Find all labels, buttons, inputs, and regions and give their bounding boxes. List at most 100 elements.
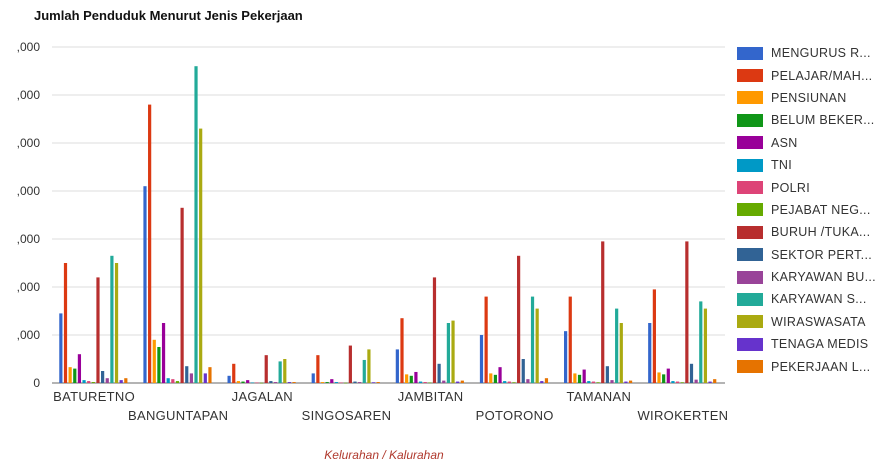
bar bbox=[63, 263, 68, 383]
bar bbox=[250, 382, 254, 384]
bar bbox=[330, 379, 334, 383]
bar bbox=[418, 381, 423, 383]
legend-item: PEJABAT NEG... bbox=[737, 199, 883, 221]
bar bbox=[199, 128, 203, 383]
legend-swatch bbox=[737, 360, 763, 374]
bar bbox=[591, 381, 596, 383]
legend-label: TNI bbox=[771, 158, 793, 173]
bar bbox=[344, 382, 348, 384]
bar bbox=[442, 380, 446, 383]
legend-item: BURUH /TUKA... bbox=[737, 221, 883, 243]
legend-swatch bbox=[737, 181, 763, 195]
legend-item: TNI bbox=[737, 154, 883, 176]
bar bbox=[507, 381, 511, 383]
bar bbox=[114, 263, 119, 383]
bar bbox=[311, 373, 315, 383]
bar bbox=[395, 349, 399, 383]
y-tick-label: ,000 bbox=[17, 328, 41, 342]
legend-swatch bbox=[737, 203, 763, 217]
legend-swatch bbox=[737, 158, 763, 172]
bar bbox=[371, 382, 376, 383]
bar bbox=[264, 355, 268, 383]
bar bbox=[194, 66, 198, 383]
legend-item: PENSIUNAN bbox=[737, 87, 883, 109]
bar bbox=[432, 277, 437, 383]
bar bbox=[353, 381, 357, 383]
legend-label: KARYAWAN S... bbox=[771, 292, 867, 307]
legend-label: BELUM BEKER... bbox=[771, 113, 875, 128]
bar bbox=[666, 368, 670, 383]
y-tick-label: ,000 bbox=[17, 40, 41, 54]
bar bbox=[689, 363, 694, 383]
bar bbox=[236, 381, 240, 383]
legend-label: ASN bbox=[771, 135, 798, 150]
legend-item: SEKTOR PERT... bbox=[737, 244, 883, 266]
bar bbox=[699, 301, 703, 383]
legend-swatch bbox=[737, 315, 763, 329]
legend-swatch bbox=[737, 248, 763, 262]
y-tick-label: ,000 bbox=[17, 232, 41, 246]
legend-label: PEKERJAAN L... bbox=[771, 359, 871, 374]
bar bbox=[166, 378, 170, 383]
bar bbox=[348, 345, 352, 383]
y-tick-label: 0 bbox=[33, 376, 40, 390]
x-tick-label: POTORONO bbox=[476, 408, 554, 423]
bar bbox=[662, 374, 666, 383]
bar bbox=[503, 381, 507, 383]
bar bbox=[680, 382, 684, 383]
bar bbox=[400, 318, 404, 383]
bar bbox=[203, 373, 207, 383]
x-tick-label: TAMANAN bbox=[566, 389, 631, 404]
y-tick-label: ,000 bbox=[17, 88, 41, 102]
bar bbox=[82, 380, 86, 383]
bar bbox=[283, 359, 287, 383]
bar bbox=[512, 382, 516, 383]
legend: MENGURUS R... PELAJAR/MAH... PENSIUNAN BELU… bbox=[737, 42, 883, 378]
bar bbox=[96, 277, 100, 383]
legend-label: TENAGA MEDIS bbox=[771, 337, 869, 352]
bar bbox=[259, 382, 264, 384]
bar bbox=[87, 381, 91, 383]
bar bbox=[161, 323, 166, 383]
bar bbox=[316, 355, 320, 383]
bar bbox=[708, 381, 712, 383]
bar bbox=[610, 380, 614, 383]
legend-item: PEKERJAAN L... bbox=[737, 355, 883, 377]
bar bbox=[334, 382, 339, 383]
bar bbox=[409, 375, 413, 383]
bar bbox=[648, 323, 652, 383]
x-axis-label-text: Kelurahan / Kalurahan bbox=[324, 448, 444, 462]
x-tick-label: BANGUNTAPAN bbox=[128, 408, 228, 423]
legend-item: POLRI bbox=[737, 176, 883, 198]
bar bbox=[479, 335, 484, 383]
y-tick-label: ,000 bbox=[17, 136, 41, 150]
bar bbox=[451, 320, 455, 383]
legend-label: MENGURUS R... bbox=[771, 46, 871, 61]
bar bbox=[110, 255, 114, 383]
bar bbox=[414, 371, 418, 383]
bar bbox=[596, 382, 600, 383]
bar bbox=[605, 366, 609, 383]
bar bbox=[105, 378, 109, 383]
bar bbox=[428, 382, 432, 384]
bar bbox=[91, 382, 95, 383]
legend-label: PENSIUNAN bbox=[771, 90, 847, 105]
bar bbox=[148, 104, 152, 383]
legend-item: KARYAWAN BU... bbox=[737, 266, 883, 288]
bar bbox=[68, 367, 72, 383]
legend-swatch bbox=[737, 292, 763, 306]
bar bbox=[564, 331, 568, 383]
bar bbox=[101, 371, 105, 383]
bar bbox=[358, 382, 362, 383]
x-tick-label: SINGOSAREN bbox=[302, 408, 392, 423]
x-tick-label: JAGALAN bbox=[232, 389, 293, 404]
axes: 0 ,000 ,000 ,000 ,000 ,000 ,000 ,000 BATURETNO BA… bbox=[17, 40, 728, 423]
legend-item: WIRASWASATA bbox=[737, 311, 883, 333]
bar bbox=[713, 379, 717, 383]
bar bbox=[498, 367, 502, 383]
bar bbox=[540, 381, 544, 383]
bar bbox=[624, 381, 628, 383]
bar bbox=[530, 296, 535, 383]
y-tick-label: ,000 bbox=[17, 280, 41, 294]
bar bbox=[320, 382, 325, 383]
